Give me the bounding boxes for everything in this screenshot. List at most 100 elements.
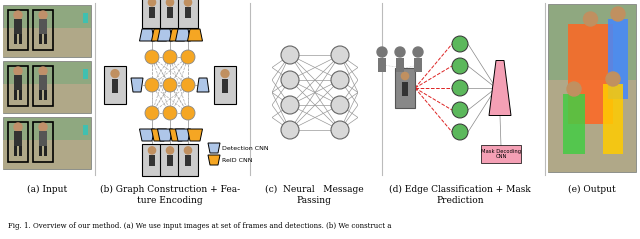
FancyBboxPatch shape [178,144,198,176]
FancyBboxPatch shape [185,7,191,18]
Circle shape [163,50,177,64]
Circle shape [395,47,405,57]
Polygon shape [131,78,143,92]
FancyBboxPatch shape [395,68,415,108]
FancyBboxPatch shape [3,117,91,169]
Circle shape [181,78,195,92]
FancyBboxPatch shape [402,82,408,96]
Polygon shape [140,129,154,141]
FancyBboxPatch shape [548,80,636,172]
FancyBboxPatch shape [396,58,404,72]
FancyBboxPatch shape [608,19,628,99]
FancyBboxPatch shape [160,0,180,28]
Circle shape [331,121,349,139]
FancyBboxPatch shape [83,125,88,135]
FancyBboxPatch shape [149,7,155,18]
FancyBboxPatch shape [563,94,585,154]
Circle shape [184,147,191,154]
Circle shape [281,96,299,114]
Circle shape [221,70,229,78]
Polygon shape [152,29,166,41]
FancyBboxPatch shape [214,66,236,104]
Circle shape [39,67,47,75]
Circle shape [111,70,119,78]
FancyBboxPatch shape [39,146,42,156]
Polygon shape [175,29,191,41]
Circle shape [584,12,598,26]
Circle shape [606,72,620,86]
Circle shape [145,78,159,92]
Polygon shape [489,60,511,115]
FancyBboxPatch shape [44,90,47,100]
FancyBboxPatch shape [3,28,91,57]
Circle shape [184,0,191,6]
Polygon shape [175,129,191,141]
Circle shape [163,106,177,120]
FancyBboxPatch shape [39,75,47,90]
FancyBboxPatch shape [44,146,47,156]
Circle shape [39,123,47,131]
Circle shape [181,50,195,64]
Circle shape [413,47,423,57]
Text: Fig. 1. Overview of our method. (a) We use input images at set of frames and det: Fig. 1. Overview of our method. (a) We u… [8,222,392,230]
Circle shape [181,106,195,120]
Circle shape [163,78,177,92]
FancyBboxPatch shape [185,155,191,166]
FancyBboxPatch shape [112,79,118,92]
Text: ReID CNN: ReID CNN [222,158,253,163]
FancyBboxPatch shape [44,34,47,44]
Text: Detection CNN: Detection CNN [222,146,269,151]
FancyBboxPatch shape [39,131,47,146]
Text: Mask Decoding
CNN: Mask Decoding CNN [481,149,521,159]
Circle shape [14,123,22,131]
FancyBboxPatch shape [221,79,228,92]
Circle shape [331,96,349,114]
FancyBboxPatch shape [19,90,22,100]
Circle shape [281,121,299,139]
FancyBboxPatch shape [3,84,91,113]
Polygon shape [188,29,202,41]
FancyBboxPatch shape [39,19,47,34]
FancyBboxPatch shape [14,75,22,90]
FancyBboxPatch shape [104,66,126,104]
FancyBboxPatch shape [83,69,88,79]
Circle shape [14,67,22,75]
Polygon shape [157,29,173,41]
Circle shape [148,147,156,154]
Circle shape [567,82,581,96]
FancyBboxPatch shape [378,58,386,72]
Polygon shape [170,129,184,141]
Polygon shape [208,155,220,165]
Polygon shape [188,129,202,141]
FancyBboxPatch shape [39,90,42,100]
Circle shape [377,47,387,57]
FancyBboxPatch shape [568,24,613,124]
FancyBboxPatch shape [14,19,22,34]
Text: (a) Input: (a) Input [27,185,67,194]
FancyBboxPatch shape [149,155,155,166]
Circle shape [14,11,22,19]
Circle shape [452,102,468,118]
Text: (b) Graph Construction + Fea-
ture Encoding: (b) Graph Construction + Fea- ture Encod… [100,185,240,205]
Circle shape [145,106,159,120]
Circle shape [145,50,159,64]
Text: (d) Edge Classification + Mask
Prediction: (d) Edge Classification + Mask Predictio… [389,185,531,205]
FancyBboxPatch shape [481,145,521,163]
FancyBboxPatch shape [14,146,17,156]
Circle shape [452,124,468,140]
FancyBboxPatch shape [167,7,173,18]
Circle shape [148,0,156,6]
Circle shape [331,46,349,64]
FancyBboxPatch shape [3,140,91,169]
FancyBboxPatch shape [3,61,91,113]
Polygon shape [152,129,166,141]
FancyBboxPatch shape [603,84,623,154]
FancyBboxPatch shape [142,144,162,176]
Circle shape [401,72,408,80]
FancyBboxPatch shape [19,146,22,156]
FancyBboxPatch shape [19,34,22,44]
FancyBboxPatch shape [178,0,198,28]
Circle shape [331,71,349,89]
FancyBboxPatch shape [14,90,17,100]
FancyBboxPatch shape [167,155,173,166]
